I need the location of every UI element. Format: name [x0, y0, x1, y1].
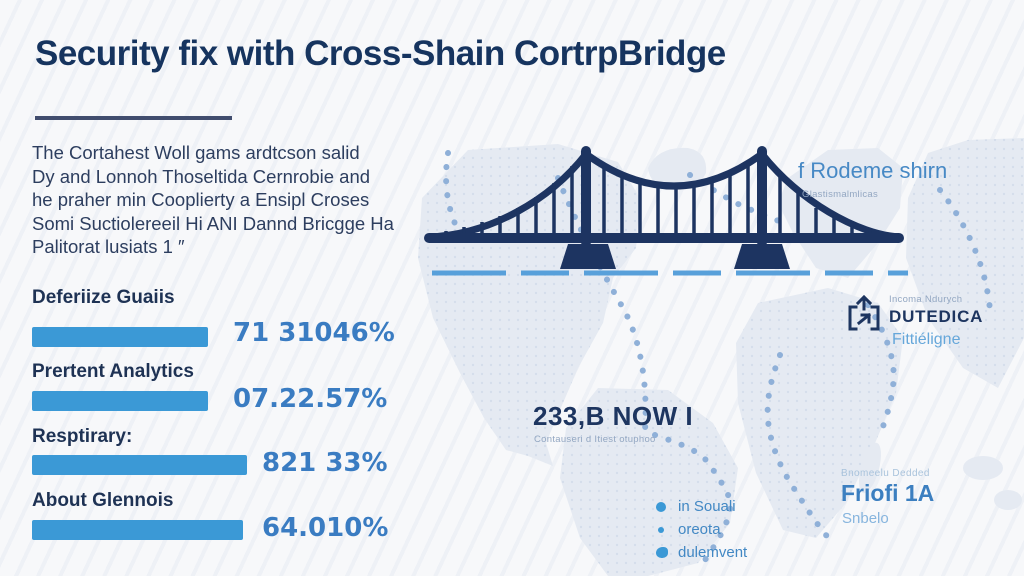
- stat-value: 64.010%: [262, 513, 389, 543]
- map-small-dutedica: Incoma Ndurych: [889, 294, 963, 305]
- title-underline: [35, 116, 232, 120]
- intro-line: The Cortahest Woll gams ardtcson salid: [32, 142, 360, 163]
- bullet-label: oreota: [678, 521, 721, 538]
- stat-label: Deferiize Guaiis: [32, 287, 175, 308]
- intro-line: Dy and Lonnoh Thoseltida Cernrobie and: [32, 165, 371, 187]
- map-stat-now: 233,B NOW I: [533, 401, 694, 431]
- intro-line: Palitorat lusiats 1 ″: [32, 236, 185, 257]
- bridge-piers: [560, 244, 790, 269]
- intro-paragraph: The Cortahest Woll gams ardtcson salid D…: [32, 141, 394, 259]
- map-small-friofi: Bnomeelu Dedded: [841, 468, 930, 479]
- map-label-friofi: Friofi 1A: [841, 480, 935, 506]
- bullet-dot-icon: [658, 526, 664, 533]
- stat-value: 07.22.57%: [233, 384, 388, 414]
- list-item: in Souali: [656, 498, 747, 515]
- page-title: Security fix with Cross-Shain CortrpBrid…: [35, 34, 726, 73]
- upload-bracket-icon: [848, 295, 880, 331]
- intro-line: Somi Suctiolereeil Hi ANI Dannd Bricgge …: [32, 212, 394, 234]
- stat-bar: [32, 327, 208, 347]
- bridge-towers: [581, 146, 767, 247]
- stat-value: 71 31046%: [233, 318, 395, 348]
- list-item: oreota: [656, 521, 747, 538]
- list-item: dulemvent: [656, 544, 747, 561]
- stat-bar: [32, 455, 247, 475]
- map-sub-dutedica: Fittiéligne: [892, 331, 961, 348]
- bullet-label: in Souali: [678, 498, 736, 515]
- map-label-dutedica: DUTEDICA: [889, 307, 984, 326]
- map-label-rodeme: f Rodeme shirn: [798, 158, 948, 183]
- map-sub-friofi: Snbelo: [842, 510, 889, 527]
- bullet-dot-icon: [656, 501, 666, 512]
- map-caption-rodeme: Glastismalmlicas: [802, 189, 879, 200]
- map-bullet-list: in Souali oreota dulemvent: [656, 498, 747, 567]
- intro-line: he praher min Cooplierty a Ensipl Croses: [32, 189, 370, 210]
- stat-bar: [32, 520, 243, 540]
- bullet-dot-icon: [656, 547, 668, 558]
- bullet-label: dulemvent: [678, 544, 748, 561]
- bridge-deck: [424, 233, 904, 243]
- map-caption-now: Contauseri d Itiest otuphoo: [534, 434, 656, 445]
- stat-value: 821 33%: [262, 448, 388, 478]
- stat-label: About Glennois: [32, 490, 174, 511]
- stat-label: Prertent Analytics: [32, 361, 194, 382]
- bridge-hangers: [444, 163, 872, 235]
- bridge-illustration: [424, 146, 908, 276]
- stat-bar: [32, 391, 208, 411]
- stat-label: Resptirary:: [32, 426, 133, 447]
